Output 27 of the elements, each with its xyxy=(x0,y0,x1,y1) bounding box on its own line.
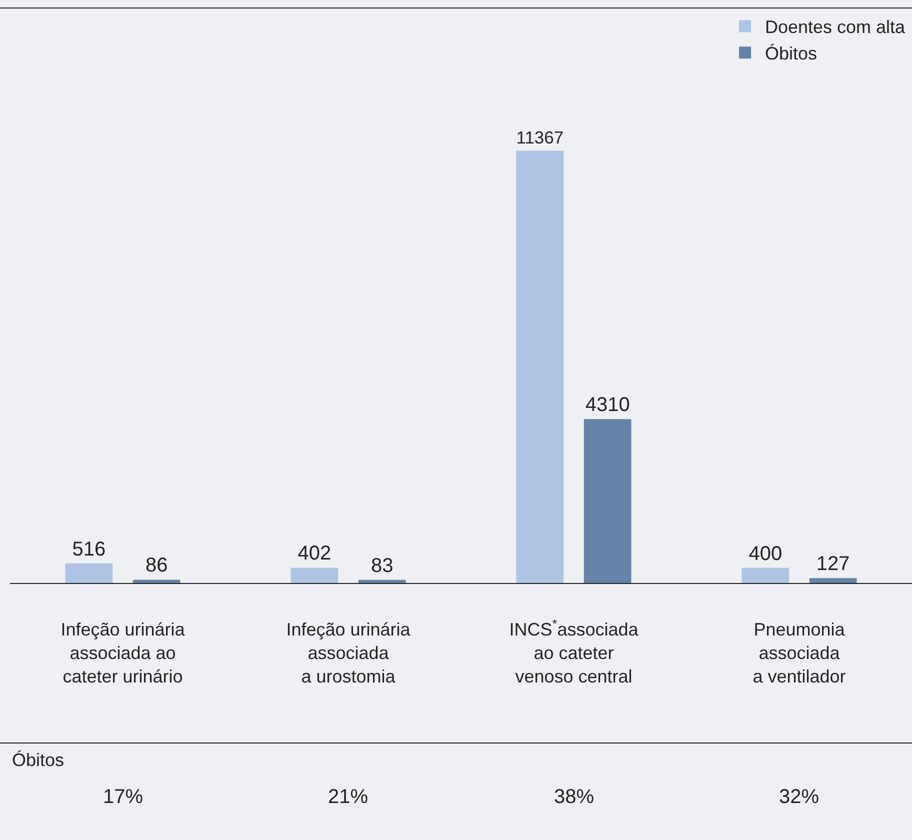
x-tick-label: Pneumonia associada a ventilador xyxy=(752,620,846,686)
data-label: 86 xyxy=(145,554,168,577)
bar xyxy=(584,419,632,583)
data-label: 4310 xyxy=(585,394,630,416)
data-label: 402 xyxy=(298,542,332,565)
bar xyxy=(290,568,338,583)
legend-label: Doentes com alta xyxy=(765,17,906,38)
x-tick-label: INCS$^{*}$associada ao cateter venoso central xyxy=(509,617,640,686)
text: 21% xyxy=(328,786,368,808)
text: 32% xyxy=(779,786,820,808)
x-tick-label: Infeção urinária associada a urostomia xyxy=(286,620,412,686)
text: Óbitos xyxy=(12,750,64,770)
data-label: 83 xyxy=(370,554,394,577)
bar xyxy=(809,578,857,583)
legend-label: Óbitos xyxy=(765,44,818,64)
bar xyxy=(742,568,790,583)
bar xyxy=(516,150,564,583)
text: 38% xyxy=(554,786,594,808)
x-tick-label: Infeção urinária associada ao cateter urinário xyxy=(60,620,186,686)
bar xyxy=(65,563,113,583)
bar xyxy=(358,580,406,583)
data-label: 400 xyxy=(748,542,782,565)
data-label: 516 xyxy=(72,538,106,560)
data-label: 11367 xyxy=(516,127,564,148)
data-label: 127 xyxy=(816,553,850,576)
bar xyxy=(132,580,180,583)
text: 17% xyxy=(103,786,144,808)
